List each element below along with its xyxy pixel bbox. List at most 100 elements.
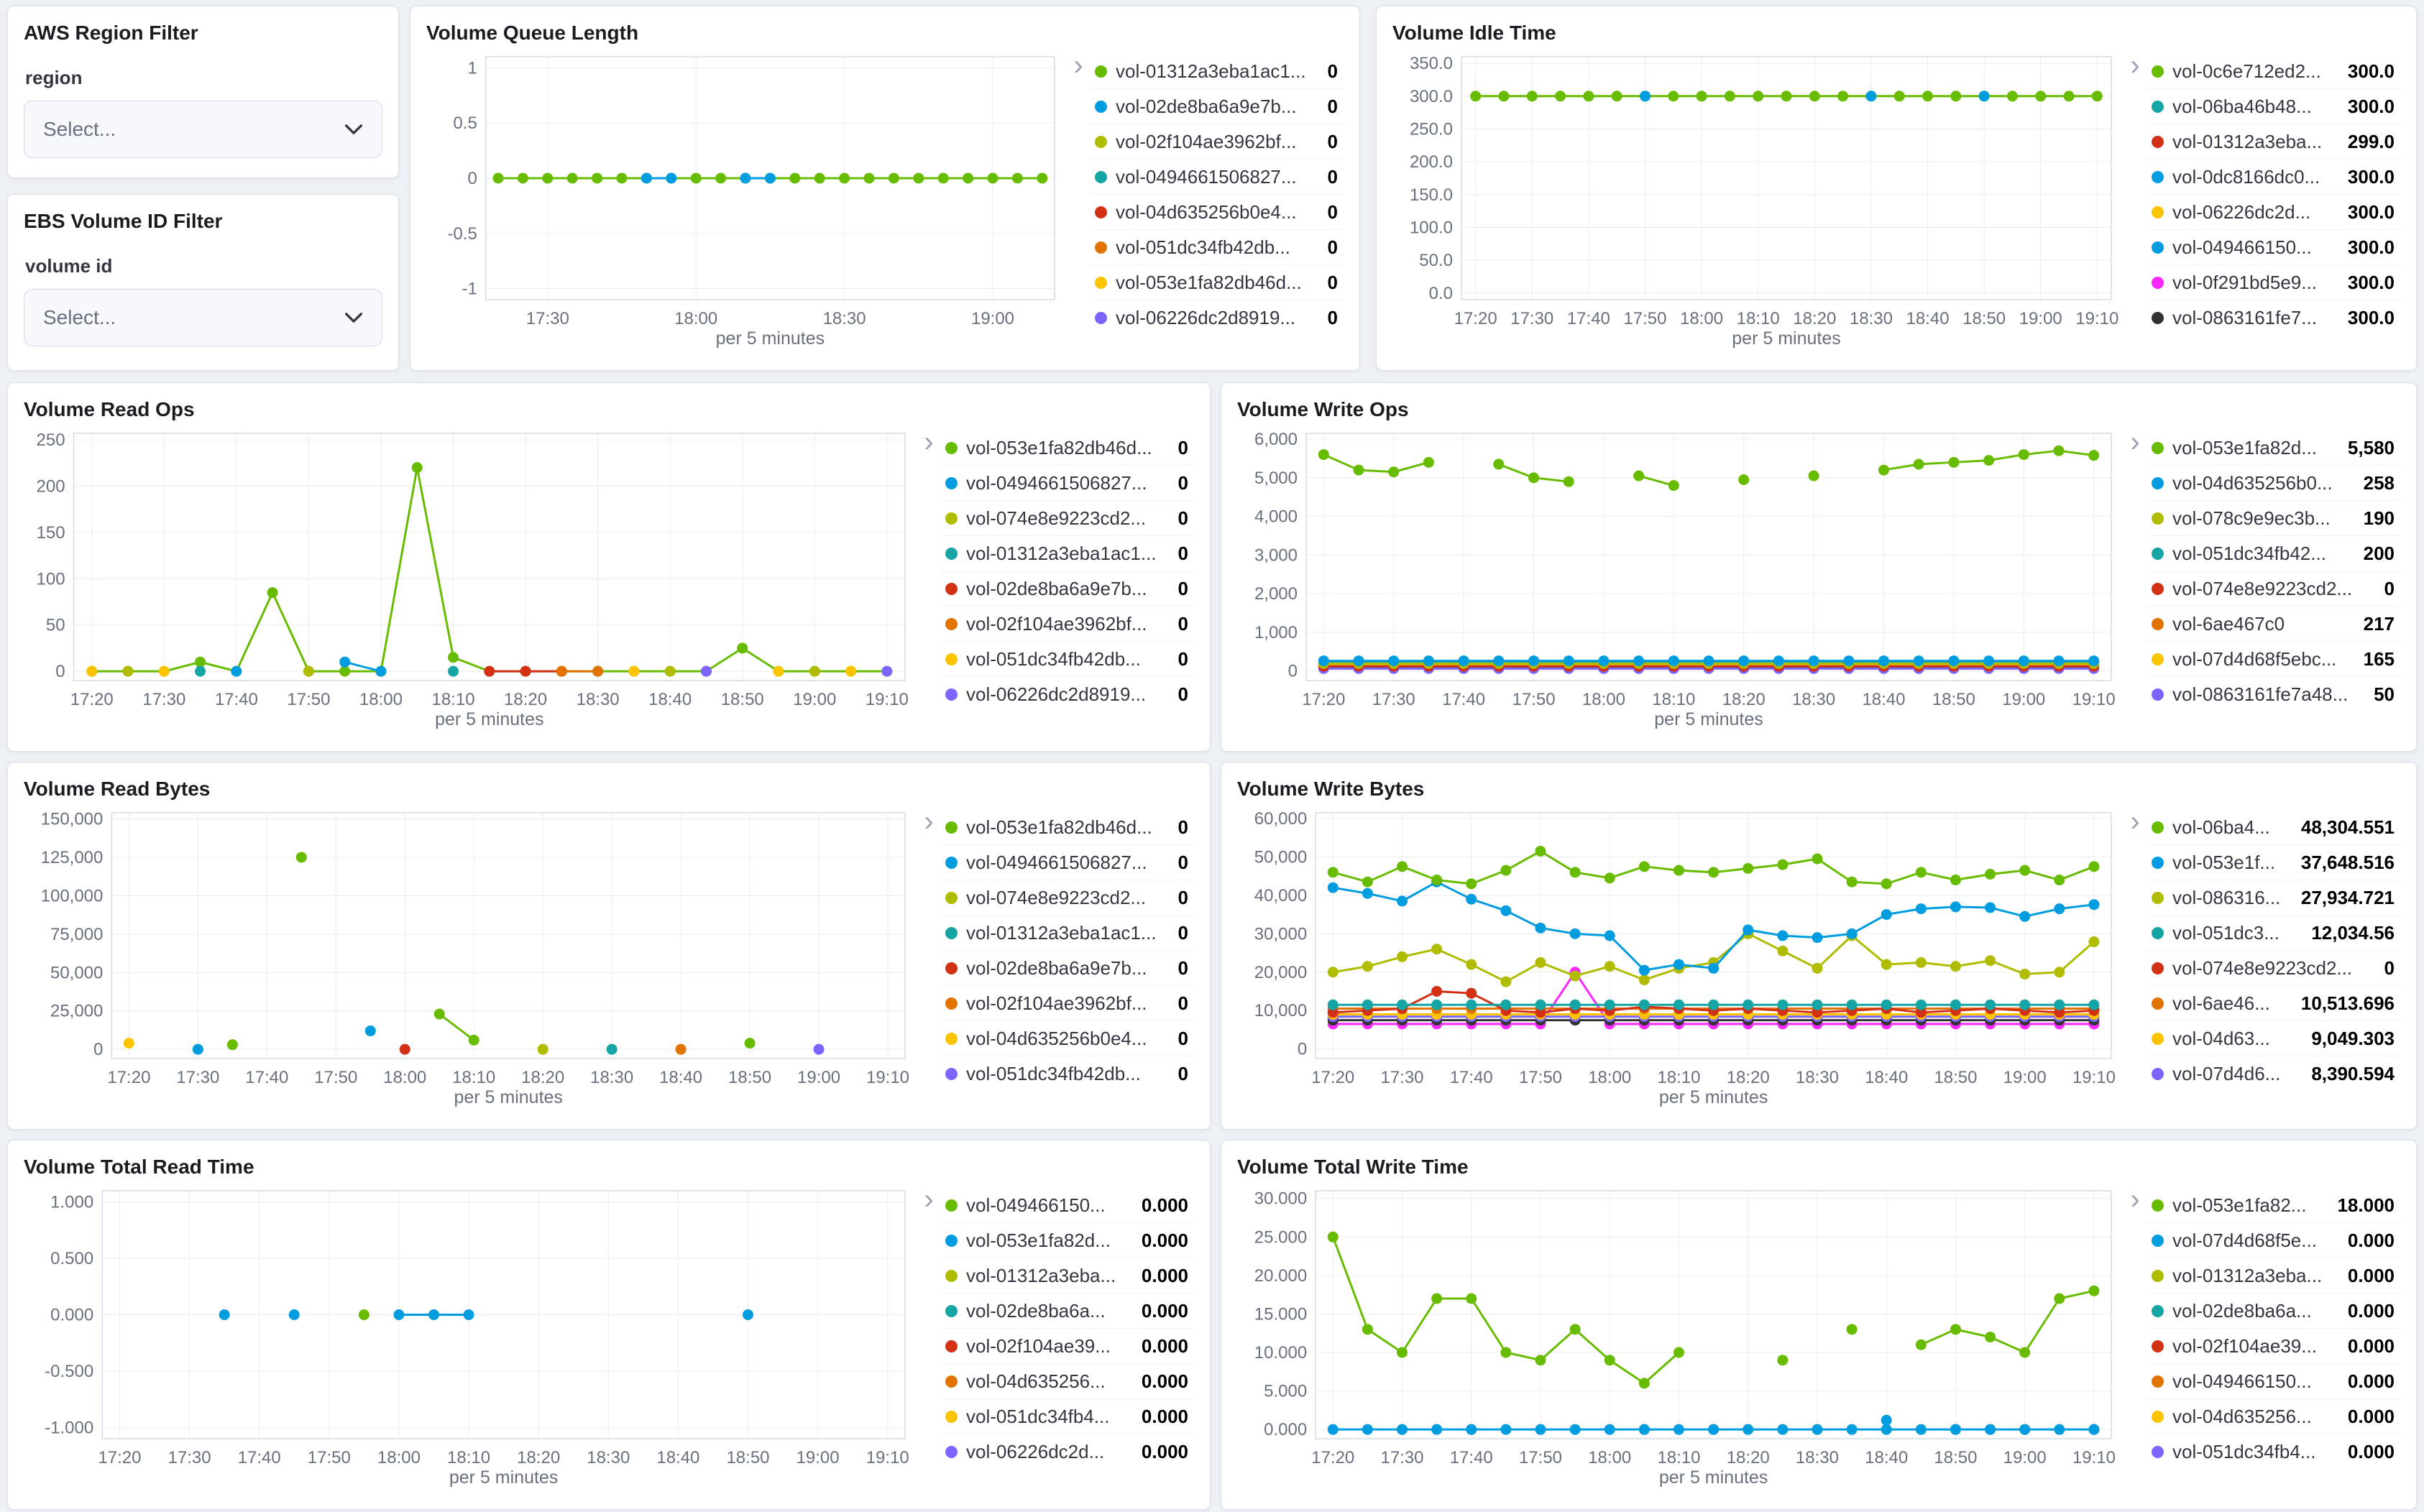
legend-item[interactable]: vol-04d635256... 0.000 [2147,1399,2400,1434]
legend-item[interactable]: vol-01312a3eba1ac1... 0 [941,916,1194,951]
legend-item[interactable]: vol-07d4d68f5ebc... 165 [2147,642,2400,677]
legend-item[interactable]: vol-0494661506827... 0 [1091,160,1344,195]
legend-item[interactable]: vol-06226dc2d... 0.000 [941,1434,1194,1470]
legend-item[interactable]: vol-04d635256... 0.000 [941,1364,1194,1399]
legend-item[interactable]: vol-01312a3eba... 0.000 [2147,1258,2400,1294]
svg-text:0: 0 [55,662,65,681]
legend-item[interactable]: vol-086316... 27,934.721 [2147,880,2400,916]
legend-item[interactable]: vol-0f291bd5e9... 300.0 [2147,265,2400,300]
legend-collapse-icon[interactable]: › [1073,50,1083,81]
region-select[interactable]: Select... [24,101,382,158]
svg-text:19:00: 19:00 [2003,1068,2047,1087]
legend-collapse-icon[interactable]: › [2130,426,2140,458]
legend-item[interactable]: vol-07d4d68f5e... 0.000 [2147,1223,2400,1258]
legend-item[interactable]: vol-07d4d6... 8,390.594 [2147,1056,2400,1092]
series-value: 0 [1327,236,1338,258]
legend-collapse-icon[interactable]: › [924,1184,934,1215]
volume-total-write-time-chart[interactable]: 30.000 25.000 20.000 15.000 10.000 5.000 0.000… [1237,1181,2123,1492]
legend-item[interactable]: vol-051dc34fb42db... 0 [941,1056,1194,1092]
legend-item[interactable]: vol-02f104ae3962bf... 0 [941,607,1194,642]
legend-item[interactable]: vol-051dc3... 12,034.56 [2147,916,2400,951]
legend-item[interactable]: vol-074e8e9223cd2... 0 [941,880,1194,916]
legend-item[interactable]: vol-02f104ae3962bf... 0 [1091,124,1344,160]
legend-item[interactable]: vol-01312a3eba... 0.000 [941,1258,1194,1294]
series-color-dot [945,582,958,595]
legend-item[interactable]: vol-049466150... 0.000 [941,1188,1194,1223]
panel-title: Volume Write Ops [1237,398,1409,420]
legend-item[interactable]: vol-053e1f... 37,648.516 [2147,845,2400,880]
volume-total-read-time-chart[interactable]: 1.000 0.500 0.000 -0.500 -1.000 17:20 17:30 17:… [24,1181,917,1492]
legend-item[interactable]: vol-051dc34fb4... 0.000 [2147,1434,2400,1470]
legend-item[interactable]: vol-02f104ae39... 0.000 [941,1329,1194,1364]
legend-item[interactable]: vol-02f104ae39... 0.000 [2147,1329,2400,1364]
legend-item[interactable]: vol-0c6e712ed2... 300.0 [2147,54,2400,89]
legend-item[interactable]: vol-0863161fe7a48... 50 [2147,677,2400,712]
legend-item[interactable]: vol-04d635256b0e4... 0 [941,1021,1194,1056]
svg-text:18:10: 18:10 [1737,309,1780,328]
legend-item[interactable]: vol-6ae46... 10,513.696 [2147,986,2400,1021]
legend-item[interactable]: vol-06ba4... 48,304.551 [2147,810,2400,845]
legend-item[interactable]: vol-051dc34fb4... 0.000 [941,1399,1194,1434]
series-value: 0.000 [1141,1299,1188,1322]
volume-write-ops-chart[interactable]: 6,000 5,000 4,000 3,000 2,000 1,000 017:20 17:3… [1237,423,2123,734]
volume-read-bytes-chart[interactable]: 150,000 125,000 100,000 75,000 50,000 25,000 0… [24,803,917,1112]
legend-item[interactable]: vol-01312a3eba1ac1... 0 [1091,54,1344,89]
legend-collapse-icon[interactable]: › [2130,806,2140,837]
legend-item[interactable]: vol-01312a3eba... 299.0 [2147,124,2400,160]
legend-item[interactable]: vol-06226dc2d8919... 0 [1091,300,1344,336]
legend-item[interactable]: vol-01312a3eba1ac1... 0 [941,536,1194,571]
legend-item[interactable]: vol-0863161fe7... 300.0 [2147,300,2400,336]
legend-item[interactable]: vol-06226dc2d8919... 0 [941,677,1194,712]
legend-item[interactable]: vol-053e1fa82d... 0.000 [941,1223,1194,1258]
legend-item[interactable]: vol-0dc8166dc0... 300.0 [2147,160,2400,195]
legend-item[interactable]: vol-02de8ba6a... 0.000 [941,1294,1194,1329]
legend-item[interactable]: vol-051dc34fb42... 200 [2147,536,2400,571]
legend-item[interactable]: vol-02de8ba6a... 0.000 [2147,1294,2400,1329]
legend-collapse-icon[interactable]: › [2130,1184,2140,1215]
legend-item[interactable]: vol-051dc34fb42db... 0 [1091,230,1344,265]
legend-item[interactable]: vol-04d635256b0e4... 0 [1091,195,1344,230]
panel-title: Volume Queue Length [426,22,639,44]
legend-item[interactable]: vol-6ae467c0 217 [2147,607,2400,642]
legend-item[interactable]: vol-049466150... 0.000 [2147,1364,2400,1399]
series-value: 10,513.696 [2300,992,2395,1014]
volume-id-select[interactable]: Select... [24,289,382,346]
legend-item[interactable]: vol-02de8ba6a9e7b... 0 [1091,89,1344,124]
volume-write-bytes-chart[interactable]: 60,00050,00040,00030,00020,00010,000017:… [1237,803,2123,1112]
legend-collapse-icon[interactable]: › [924,806,934,837]
legend-item[interactable]: vol-051dc34fb42db... 0 [941,642,1194,677]
svg-text:17:50: 17:50 [314,1068,357,1087]
volume-read-ops-chart[interactable]: 250 200 150 100 50 0 17:20 17:30 17:40 17:50 18:00… [24,423,917,734]
series-label: vol-053e1fa82db46d... [966,816,1152,838]
legend-item[interactable]: vol-0494661506827... 0 [941,845,1194,880]
legend-item[interactable]: vol-053e1fa82db46d... 0 [941,810,1194,845]
svg-text:19:10: 19:10 [2075,309,2118,328]
legend-collapse-icon[interactable]: › [2130,50,2140,81]
legend-item[interactable]: vol-053e1fa82db46d... 0 [941,430,1194,466]
legend-item[interactable]: vol-053e1fa82... 18.000 [2147,1188,2400,1223]
svg-text:0: 0 [1298,1040,1307,1059]
svg-text:per 5 minutes: per 5 minutes [1732,328,1840,349]
legend-collapse-icon[interactable]: › [924,426,934,458]
series-color-dot [2152,821,2164,834]
legend-item[interactable]: vol-06226dc2d... 300.0 [2147,195,2400,230]
legend-item[interactable]: vol-02de8ba6a9e7b... 0 [941,951,1194,986]
svg-text:17:50: 17:50 [1623,309,1666,328]
legend-item[interactable]: vol-053e1fa82db46d... 0 [1091,265,1344,300]
panel-title: Volume Idle Time [1392,22,1556,44]
legend-item[interactable]: vol-02de8ba6a9e7b... 0 [941,571,1194,607]
legend-item[interactable]: vol-078c9e9ec3b... 190 [2147,501,2400,536]
legend-item[interactable]: vol-04d63... 9,049.303 [2147,1021,2400,1056]
volume-queue-length-chart[interactable]: 1 0.5 0 -0.5 -1 17:30 18:00 18:30 19:00 per 5 min… [426,47,1066,353]
legend-item[interactable]: vol-074e8e9223cd2... 0 [941,501,1194,536]
volume-idle-time-chart[interactable]: 350.0300.0250.0200.0150.0100.050.00.017:… [1392,47,2123,353]
legend-item[interactable]: vol-02f104ae3962bf... 0 [941,986,1194,1021]
legend-item[interactable]: vol-06ba46b48... 300.0 [2147,89,2400,124]
svg-text:18:30: 18:30 [577,690,620,709]
legend-item[interactable]: vol-049466150... 300.0 [2147,230,2400,265]
legend-item[interactable]: vol-074e8e9223cd2... 0 [2147,951,2400,986]
legend-item[interactable]: vol-0494661506827... 0 [941,466,1194,501]
legend-item[interactable]: vol-053e1fa82d... 5,580 [2147,430,2400,466]
legend-item[interactable]: vol-04d635256b0... 258 [2147,466,2400,501]
legend-item[interactable]: vol-074e8e9223cd2... 0 [2147,571,2400,607]
